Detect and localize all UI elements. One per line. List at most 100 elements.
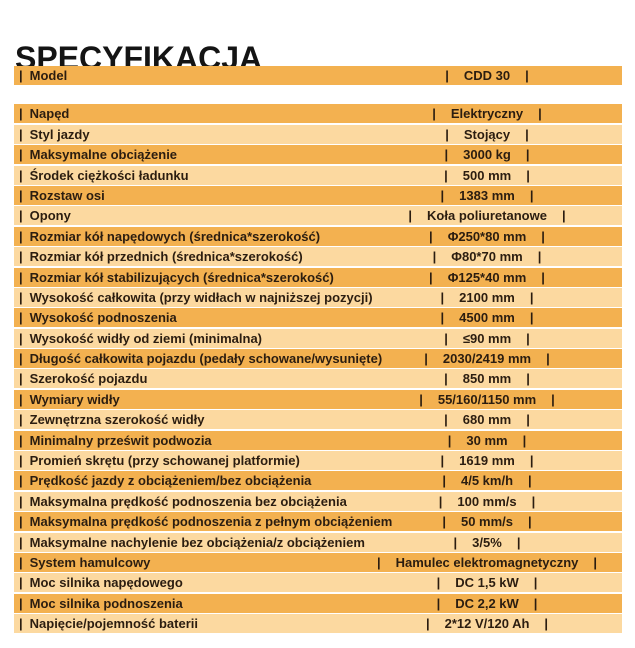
spec-row: | Prędkość jazdy z obciążeniem/bez obcią… xyxy=(14,471,622,491)
separator-bar: | xyxy=(19,391,23,407)
spec-row-label: Napięcie/pojemność baterii xyxy=(29,616,198,632)
spec-row-label: Wymiary widły xyxy=(29,391,120,407)
spec-row-value-group: | DC 2,2 kW | xyxy=(437,594,538,613)
spec-row: | Maksymalne obciążenie | 3000 kg | xyxy=(14,145,622,165)
spec-row-value-group: | 2*12 V/120 Ah | xyxy=(426,614,548,633)
spec-row-value: 680 mm xyxy=(462,412,512,428)
spec-row-value-group: | 50 mm/s | xyxy=(442,512,531,531)
spec-row-value-group: | 4/5 km/h | xyxy=(442,471,531,490)
spec-row-value: 55/160/1150 mm xyxy=(437,391,537,407)
spec-row-value-group: | 850 mm | xyxy=(444,369,530,388)
separator-bar: | xyxy=(429,228,433,244)
separator-bar: | xyxy=(425,616,430,632)
spec-row: | Maksymalna prędkość podnoszenia z pełn… xyxy=(14,512,622,532)
spec-row: | Model | CDD 30 | xyxy=(14,66,622,85)
separator-bar: | xyxy=(19,453,23,469)
separator-bar: | xyxy=(444,167,448,183)
separator-bar: | xyxy=(453,534,458,550)
spec-row: | Wymiary widły | 55/160/1150 mm | xyxy=(14,389,622,409)
spec-row-value: 2100 mm xyxy=(459,289,515,305)
spec-row-value-group: | ≤90 mm | xyxy=(444,329,530,348)
separator-bar: | xyxy=(526,330,530,346)
separator-bar: | xyxy=(438,493,443,509)
separator-bar: | xyxy=(429,269,433,285)
spec-row-label: Moc silnika podnoszenia xyxy=(29,595,183,611)
spec-row: | Rozmiar kół napędowych (średnica*szero… xyxy=(14,226,622,246)
spec-row-value: 1383 mm xyxy=(459,187,515,203)
separator-bar: | xyxy=(19,493,23,509)
separator-bar: | xyxy=(593,554,598,570)
separator-bar: | xyxy=(432,249,437,265)
separator-bar: | xyxy=(533,575,538,591)
separator-bar: | xyxy=(442,514,446,530)
separator-bar: | xyxy=(538,106,542,122)
spec-row: | Rozmiar kół przednich (średnica*szerok… xyxy=(14,247,622,267)
spec-row: | Szerokość pojazdu | 850 mm | xyxy=(14,369,622,389)
spec-row-label: Minimalny prześwit podwozia xyxy=(29,432,212,448)
separator-bar: | xyxy=(440,187,445,203)
spec-row-value: Φ250*80 mm xyxy=(447,228,527,244)
spec-row: | Napięcie/pojemność baterii | 2*12 V/12… xyxy=(14,614,622,634)
spec-row-label: Maksymalna prędkość podnoszenia bez obci… xyxy=(29,493,347,509)
separator-bar: | xyxy=(551,391,555,407)
separator-bar: | xyxy=(442,473,446,489)
separator-bar: | xyxy=(19,68,23,83)
separator-bar: | xyxy=(533,595,538,611)
spec-row-value-group: | 3/5% | xyxy=(454,533,521,552)
separator-bar: | xyxy=(440,289,445,305)
spec-table-head: | Model | CDD 30 | xyxy=(14,66,622,85)
spec-row-value-group: | 30 mm | xyxy=(448,431,526,450)
spec-row: | Promień skrętu (przy schowanej platfor… xyxy=(14,451,622,471)
separator-bar: | xyxy=(537,249,542,265)
spec-row-label: Rozmiar kół stabilizujących (średnica*sz… xyxy=(29,269,334,285)
separator-bar: | xyxy=(19,595,23,611)
separator-bar: | xyxy=(19,575,23,591)
spec-row: | Rozstaw osi | 1383 mm | xyxy=(14,185,622,205)
separator-bar: | xyxy=(432,106,436,122)
spec-row-value-group: | 100 mm/s | xyxy=(439,492,536,511)
spec-row-value-group: | 1619 mm | xyxy=(441,451,534,470)
table-section-gap xyxy=(14,86,622,104)
spec-row: | Opony | Koła poliuretanowe | xyxy=(14,206,622,226)
separator-bar: | xyxy=(531,493,536,509)
separator-bar: | xyxy=(528,473,532,489)
spec-row-label: Rozmiar kół napędowych (średnica*szeroko… xyxy=(29,228,321,244)
spec-row-label: Wysokość całkowita (przy widłach w najni… xyxy=(29,289,373,305)
separator-bar: | xyxy=(19,514,23,530)
spec-row: | Moc silnika napędowego | DC 1,5 kW | xyxy=(14,573,622,593)
separator-bar: | xyxy=(19,147,23,163)
spec-row-value: 4500 mm xyxy=(459,310,515,326)
spec-row-value: Koła poliuretanowe xyxy=(427,208,547,224)
spec-row-label: Szerokość pojazdu xyxy=(29,371,148,387)
spec-row-value: 3/5% xyxy=(472,534,502,550)
separator-bar: | xyxy=(445,68,449,83)
separator-bar: | xyxy=(529,289,534,305)
spec-row: | Maksymalna prędkość podnoszenia bez ob… xyxy=(14,491,622,511)
spec-row: | Napęd | Elektryczny | xyxy=(14,104,622,124)
spec-row: | System hamulcowy | Hamulec elektromagn… xyxy=(14,552,622,572)
spec-row: | Wysokość podnoszenia | 4500 mm | xyxy=(14,308,622,328)
separator-bar: | xyxy=(529,187,534,203)
separator-bar: | xyxy=(424,351,428,367)
spec-table-body: | Napęd | Elektryczny | | Styl jazdy | S… xyxy=(14,104,622,634)
separator-bar: | xyxy=(526,412,530,428)
spec-row-value-group: | Φ250*80 mm | xyxy=(429,227,545,246)
spec-row-value: 30 mm xyxy=(466,432,508,448)
spec-row-value: DC 2,2 kW xyxy=(455,595,519,611)
separator-bar: | xyxy=(440,453,445,469)
separator-bar: | xyxy=(546,351,550,367)
separator-bar: | xyxy=(440,310,445,326)
spec-row-value: 2*12 V/120 Ah xyxy=(444,616,530,632)
separator-bar: | xyxy=(19,167,23,183)
spec-row: | Styl jazdy | Stojący | xyxy=(14,124,622,144)
separator-bar: | xyxy=(419,391,423,407)
spec-row-value: 500 mm xyxy=(462,167,512,183)
spec-row-value-group: | Stojący | xyxy=(445,125,529,144)
spec-row-label: Zewnętrzna szerokość widły xyxy=(29,412,205,428)
spec-row-value-group: | 680 mm | xyxy=(444,410,530,429)
spec-row-label: Maksymalna prędkość podnoszenia z pełnym… xyxy=(29,514,393,530)
spec-row-value: ≤90 mm xyxy=(462,330,512,346)
separator-bar: | xyxy=(541,228,545,244)
spec-row-label: Model xyxy=(29,68,68,83)
separator-bar: | xyxy=(19,106,23,122)
